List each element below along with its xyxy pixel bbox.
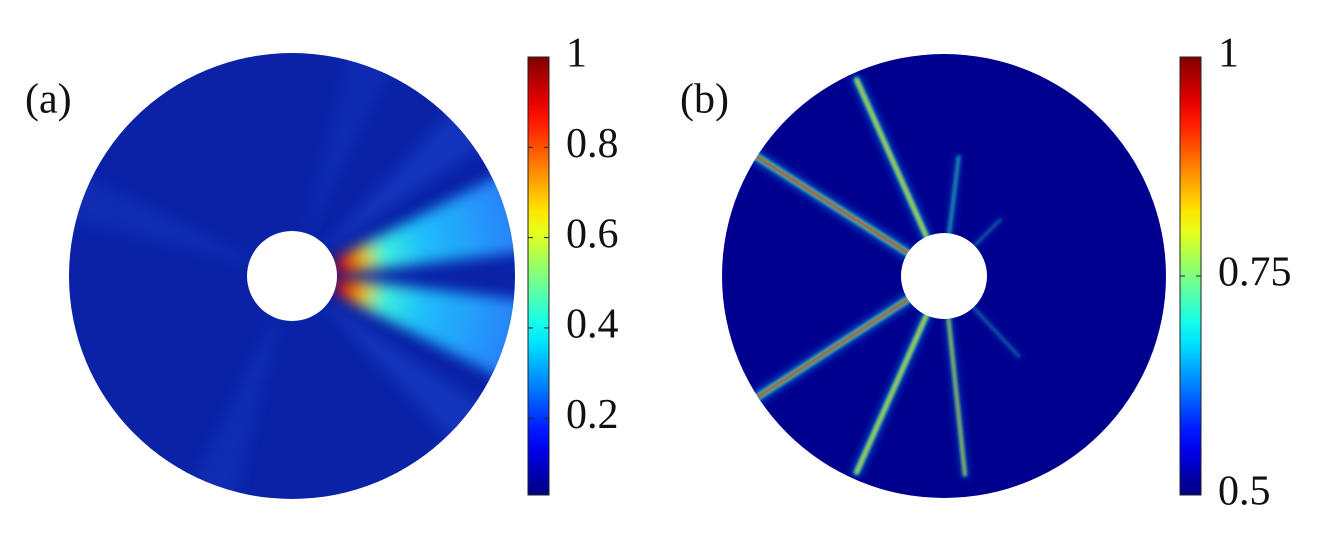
field-rays xyxy=(722,74,1166,479)
ray-core xyxy=(749,298,910,403)
colorbar-tick-label: 0.75 xyxy=(1218,250,1292,296)
colorbar-tick-label: 1 xyxy=(1218,31,1239,77)
panel-label: (a) xyxy=(25,77,72,123)
field-streak xyxy=(324,103,491,249)
panel-label: (b) xyxy=(680,77,729,123)
colorbar-tick-label: 1 xyxy=(566,31,587,77)
ray-core xyxy=(748,151,909,255)
field-streak xyxy=(305,53,398,235)
colorbar-tick-label: 0.6 xyxy=(566,211,619,257)
field-lobe xyxy=(333,170,515,274)
colorbar-tick-label: 0.4 xyxy=(566,302,619,348)
field-lobes xyxy=(69,53,515,499)
ray-core xyxy=(855,314,928,474)
inner-hole xyxy=(247,231,337,321)
ray-mid xyxy=(972,306,1021,358)
ray-mid xyxy=(973,218,1002,247)
colorbar xyxy=(527,56,550,496)
field-streak xyxy=(186,317,279,499)
colorbar-tick-label: 0.5 xyxy=(1218,469,1271,515)
ray-mid xyxy=(947,155,961,235)
colorbar-tick-label: 0.2 xyxy=(566,392,619,438)
inner-hole xyxy=(901,233,987,319)
field-streak xyxy=(69,170,251,263)
field-streak xyxy=(324,303,491,449)
panel-b: (b) xyxy=(680,54,1166,498)
panel-a: (a) xyxy=(25,53,515,499)
field-lobe xyxy=(333,278,515,382)
colorbar-tick-label: 0.8 xyxy=(566,121,619,167)
ray-core xyxy=(947,317,966,476)
ray-core xyxy=(855,78,928,238)
